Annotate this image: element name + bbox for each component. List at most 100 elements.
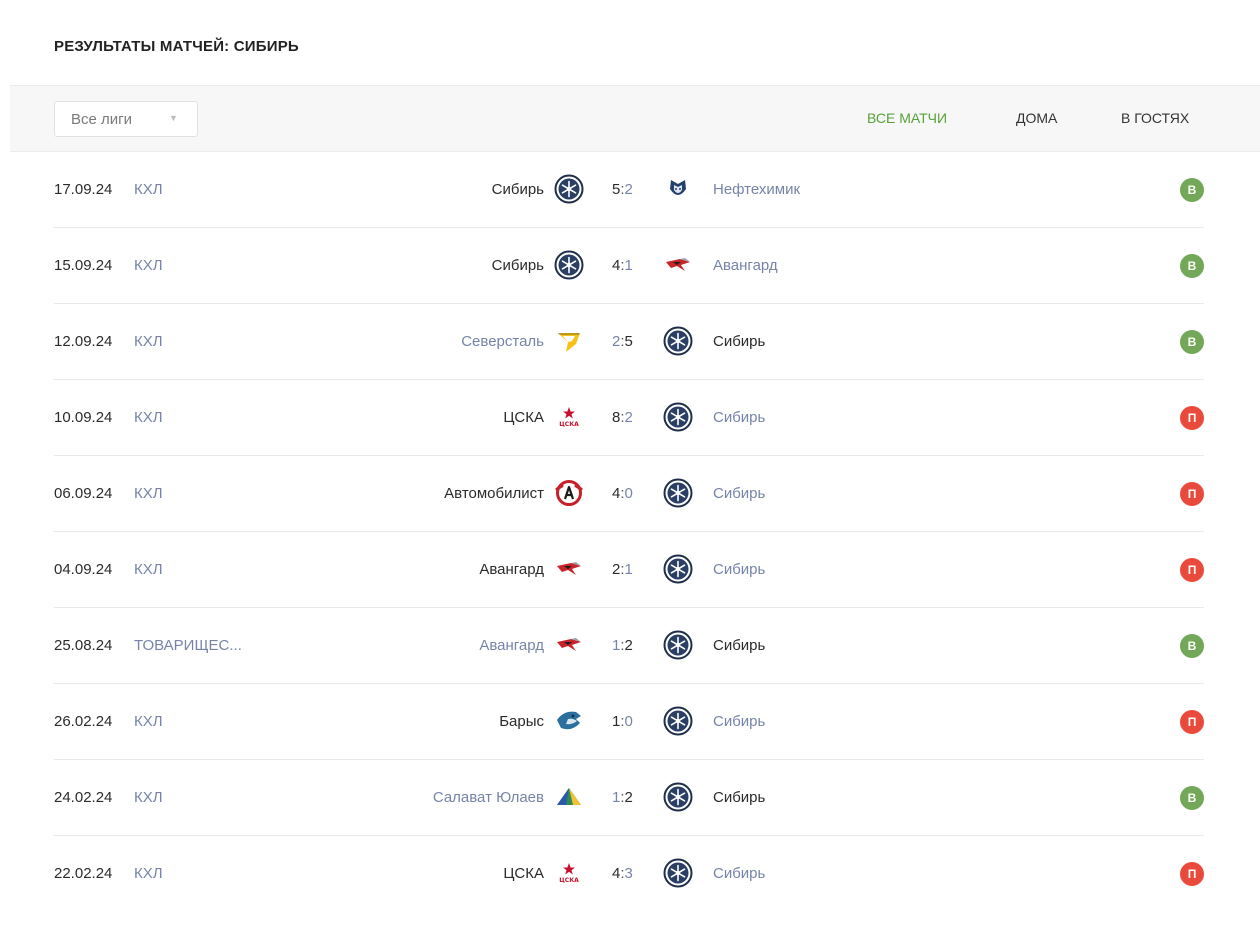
away-score: 0 — [624, 713, 633, 730]
away-team-name[interactable]: Авангард — [713, 257, 778, 274]
salavat-yulaev-logo — [554, 782, 584, 812]
match-score[interactable]: 2:1 — [612, 561, 633, 578]
score-separator: : — [620, 789, 625, 806]
league-link[interactable]: КХЛ — [134, 789, 163, 806]
home-score: 4 — [612, 257, 621, 274]
match-row[interactable]: 06.09.24 КХЛ Автомобилист 4:0 Сибирь П — [54, 456, 1204, 532]
score-separator: : — [620, 409, 625, 426]
away-score: 1 — [624, 561, 633, 578]
result-badge: П — [1180, 710, 1204, 734]
score-separator: : — [620, 181, 625, 198]
score-separator: : — [620, 257, 625, 274]
home-team-name[interactable]: Авангард — [479, 637, 544, 654]
match-row[interactable]: 22.02.24 КХЛ ЦСКА 4:3 Сибирь П — [54, 836, 1204, 912]
league-link[interactable]: КХЛ — [134, 409, 163, 426]
match-score[interactable]: 1:0 — [612, 713, 633, 730]
sibir-logo — [663, 782, 693, 812]
match-date: 12.09.24 — [54, 333, 113, 350]
home-team-name[interactable]: Барыс — [499, 713, 544, 730]
filter-bar: Все лиги ▼ ВСЕ МАТЧИ ДОМА В ГОСТЯХ — [10, 85, 1260, 152]
league-link[interactable]: КХЛ — [134, 257, 163, 274]
league-link[interactable]: КХЛ — [134, 485, 163, 502]
match-date: 22.02.24 — [54, 865, 113, 882]
result-badge: В — [1180, 330, 1204, 354]
away-score: 3 — [624, 865, 633, 882]
away-team-name[interactable]: Сибирь — [713, 713, 766, 730]
home-score: 4 — [612, 485, 621, 502]
away-team-name[interactable]: Сибирь — [713, 865, 766, 882]
away-team-name[interactable]: Нефтехимик — [713, 181, 801, 198]
home-team-name[interactable]: Автомобилист — [444, 485, 544, 502]
match-date: 26.02.24 — [54, 713, 113, 730]
severstal-logo — [554, 326, 584, 356]
home-score: 1 — [612, 713, 621, 730]
result-badge: П — [1180, 482, 1204, 506]
league-link[interactable]: КХЛ — [134, 713, 163, 730]
match-row[interactable]: 17.09.24 КХЛ Сибирь 5:2 Нефтехимик В — [54, 152, 1204, 228]
match-score[interactable]: 8:2 — [612, 409, 633, 426]
chevron-down-icon: ▼ — [169, 113, 178, 123]
home-team-name[interactable]: Авангард — [479, 561, 544, 578]
home-team-name[interactable]: Салават Юлаев — [432, 789, 544, 806]
sibir-logo — [663, 554, 693, 584]
barys-logo — [554, 706, 584, 736]
league-link[interactable]: КХЛ — [134, 181, 163, 198]
result-badge: В — [1180, 254, 1204, 278]
match-score[interactable]: 4:0 — [612, 485, 633, 502]
away-team-name[interactable]: Сибирь — [713, 561, 766, 578]
home-team-name[interactable]: Сибирь — [491, 181, 544, 198]
result-badge: П — [1180, 862, 1204, 886]
score-separator: : — [620, 333, 625, 350]
home-score: 2 — [612, 561, 621, 578]
avtomobilist-logo — [554, 478, 584, 508]
league-link[interactable]: КХЛ — [134, 333, 163, 350]
tab-home[interactable]: ДОМА — [1016, 110, 1058, 126]
cska-logo — [554, 402, 584, 432]
sibir-logo — [663, 858, 693, 888]
match-score[interactable]: 1:2 — [612, 789, 633, 806]
match-score[interactable]: 1:2 — [612, 637, 633, 654]
away-team-name[interactable]: Сибирь — [713, 637, 766, 654]
match-row[interactable]: 26.02.24 КХЛ Барыс 1:0 Сибирь П — [54, 684, 1204, 760]
home-team-name[interactable]: ЦСКА — [503, 865, 544, 882]
match-row[interactable]: 15.09.24 КХЛ Сибирь 4:1 Авангард В — [54, 228, 1204, 304]
home-score: 4 — [612, 865, 621, 882]
sibir-logo — [663, 402, 693, 432]
away-score: 1 — [624, 257, 633, 274]
home-team-name[interactable]: Сибирь — [491, 257, 544, 274]
home-team-name[interactable]: ЦСКА — [503, 409, 544, 426]
match-score[interactable]: 2:5 — [612, 333, 633, 350]
result-badge: В — [1180, 786, 1204, 810]
sibir-logo — [554, 250, 584, 280]
home-score: 8 — [612, 409, 621, 426]
match-score[interactable]: 5:2 — [612, 181, 633, 198]
league-link[interactable]: КХЛ — [134, 865, 163, 882]
league-select[interactable]: Все лиги ▼ — [54, 101, 198, 137]
home-score: 1 — [612, 637, 621, 654]
page-title: РЕЗУЛЬТАТЫ МАТЧЕЙ: СИБИРЬ — [54, 38, 299, 55]
match-row[interactable]: 12.09.24 КХЛ Северсталь 2:5 Сибирь В — [54, 304, 1204, 380]
away-score: 5 — [624, 333, 633, 350]
away-team-name[interactable]: Сибирь — [713, 485, 766, 502]
match-row[interactable]: 04.09.24 КХЛ Авангард 2:1 Сибирь П — [54, 532, 1204, 608]
match-date: 17.09.24 — [54, 181, 113, 198]
away-team-name[interactable]: Сибирь — [713, 333, 766, 350]
away-team-name[interactable]: Сибирь — [713, 409, 766, 426]
league-link[interactable]: КХЛ — [134, 561, 163, 578]
match-row[interactable]: 24.02.24 КХЛ Салават Юлаев 1:2 Сибирь В — [54, 760, 1204, 836]
match-date: 15.09.24 — [54, 257, 113, 274]
tab-all-matches[interactable]: ВСЕ МАТЧИ — [867, 110, 948, 126]
league-link[interactable]: ТОВАРИЩЕС... — [134, 637, 242, 654]
match-date: 06.09.24 — [54, 485, 113, 502]
match-row[interactable]: 25.08.24 ТОВАРИЩЕС... Авангард 1:2 Сибирь В — [54, 608, 1204, 684]
score-separator: : — [620, 865, 625, 882]
sibir-logo — [554, 174, 584, 204]
match-score[interactable]: 4:3 — [612, 865, 633, 882]
match-row[interactable]: 10.09.24 КХЛ ЦСКА 8:2 Сибирь П — [54, 380, 1204, 456]
sibir-logo — [663, 478, 693, 508]
tab-away[interactable]: В ГОСТЯХ — [1121, 110, 1190, 126]
match-score[interactable]: 4:1 — [612, 257, 633, 274]
sibir-logo — [663, 630, 693, 660]
away-team-name[interactable]: Сибирь — [713, 789, 766, 806]
home-team-name[interactable]: Северсталь — [461, 333, 544, 350]
